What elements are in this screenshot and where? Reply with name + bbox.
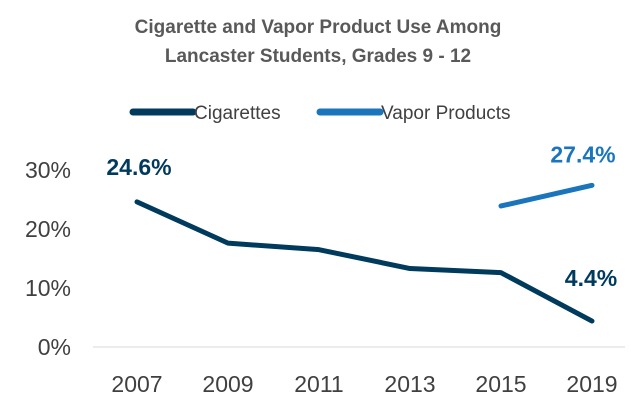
y-tick-label: 10%: [25, 275, 71, 301]
y-tick-label: 30%: [25, 157, 71, 183]
x-tick-label: 2019: [566, 371, 617, 397]
legend: Cigarettes Vapor Products: [129, 103, 511, 124]
series-line-cigarettes: [134, 199, 595, 324]
chart-title-line-2: Lancaster Students, Grades 9 - 12: [165, 46, 471, 67]
y-axis-ticks: 0% 10% 20% 30%: [25, 157, 71, 360]
x-tick-label: 2013: [384, 371, 435, 397]
series-line-vapor-products: [498, 182, 595, 209]
data-labels: 24.6% 4.4% 27.4%: [106, 141, 617, 291]
legend-label-vapor-products: Vapor Products: [381, 103, 511, 124]
chart-title: Cigarette and Vapor Product Use Among La…: [135, 17, 502, 67]
x-tick-label: 2007: [111, 371, 162, 397]
chart-title-line-1: Cigarette and Vapor Product Use Among: [135, 17, 502, 38]
x-axis-ticks: 2007 2009 2011 2013 2015 2019: [111, 371, 617, 397]
legend-label-cigarettes: Cigarettes: [194, 103, 281, 124]
y-tick-label: 0%: [38, 334, 71, 360]
x-tick-label: 2011: [294, 371, 343, 397]
y-tick-label: 20%: [25, 216, 71, 242]
series-lines: [134, 182, 595, 324]
data-label: 27.4%: [550, 141, 615, 167]
data-label: 24.6%: [106, 154, 171, 180]
x-tick-label: 2015: [475, 371, 526, 397]
x-tick-label: 2009: [202, 371, 253, 397]
data-label: 4.4%: [565, 265, 617, 291]
